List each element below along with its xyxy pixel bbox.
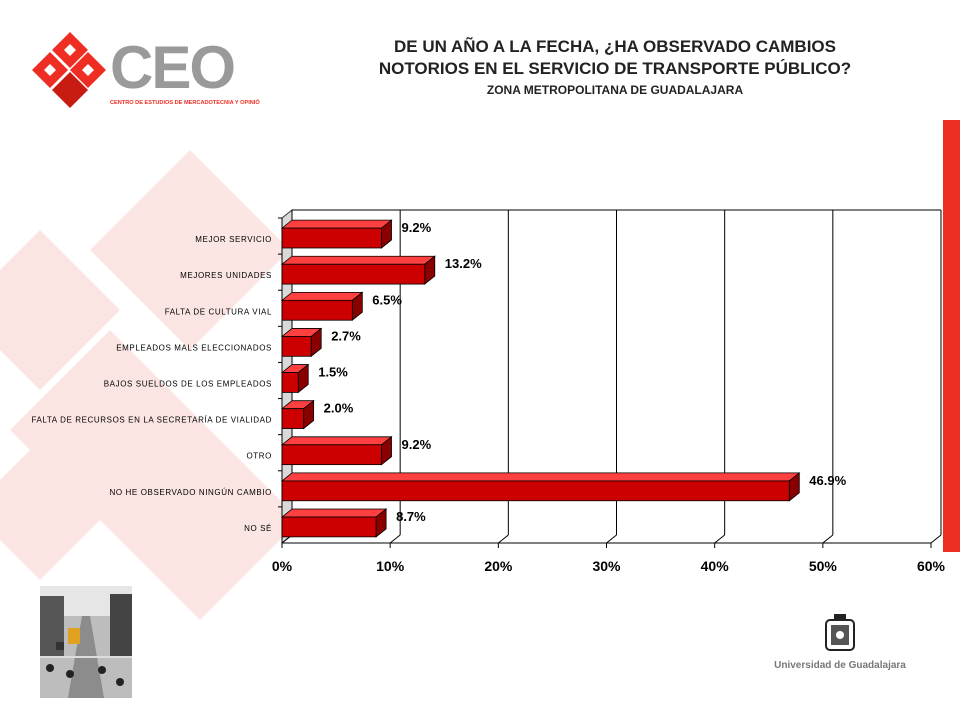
bar-value-label: 1.5%	[318, 365, 348, 380]
category-label: MEJOR SERVICIO	[195, 235, 272, 244]
udg-seal	[825, 614, 855, 651]
bar	[281, 516, 377, 538]
bar-value-label: 6.5%	[372, 292, 402, 307]
bar-value-label: 9.2%	[402, 220, 432, 235]
category-label: OTRO	[246, 452, 272, 461]
bar-top	[280, 255, 436, 265]
bar	[281, 444, 382, 466]
ceo-logo-text: CEO	[110, 34, 234, 101]
gridline-floor	[606, 534, 617, 544]
category-label: NO HE OBSERVADO NINGÚN CAMBIO	[110, 488, 272, 497]
bar	[281, 227, 382, 249]
gridline-floor	[930, 534, 942, 544]
red-accent-band	[943, 120, 960, 552]
bar	[281, 336, 312, 357]
bar-top	[280, 472, 801, 482]
bar-value-label: 13.2%	[445, 256, 482, 271]
gridline-floor	[714, 534, 725, 544]
ceo-logo-tagline: CENTRO DE ESTUDIOS DE MERCADOTECNIA Y OP…	[110, 98, 260, 106]
title-line-2: NOTORIOS EN EL SERVICIO DE TRANSPORTE PÚ…	[378, 59, 852, 78]
bar-value-label: 8.7%	[396, 509, 426, 524]
chart-subtitle: ZONA METROPOLITANA DE GUADALAJARA	[486, 83, 744, 97]
bar-top	[280, 508, 388, 518]
gridline-floor	[498, 534, 509, 544]
x-tick-label: 10%	[376, 558, 405, 574]
x-tick-label: 20%	[484, 558, 513, 574]
bar	[281, 408, 305, 429]
x-tick-label: 0%	[272, 558, 293, 574]
bar	[281, 372, 299, 393]
x-tick-label: 40%	[701, 558, 730, 574]
title-block: DE UN AÑO A LA FECHA, ¿HA OBSERVADO CAMB…	[300, 36, 930, 98]
x-tick-label: 60%	[917, 558, 946, 574]
bar-top	[280, 436, 393, 446]
gridline-floor	[822, 534, 834, 544]
bar-top	[280, 219, 393, 229]
ceo-logo: CEO CENTRO DE ESTUDIOS DE MERCADOTECNIA …	[32, 32, 260, 108]
bar-chart: 0% 10% 20% 30% 40% 50% 60% 9.2% MEJOR SERVICIO 13…	[31, 208, 946, 574]
x-tick-label: 50%	[809, 558, 838, 574]
bar-value-label: 2.0%	[324, 401, 354, 416]
category-label: MEJORES UNIDADES	[180, 271, 272, 280]
category-label: EMPLEADOS MALS ELECCIONADOS	[116, 343, 272, 352]
x-tick-label: 30%	[592, 558, 621, 574]
category-label: FALTA DE CULTURA VIAL	[165, 307, 272, 316]
bar-value-label: 46.9%	[809, 473, 846, 488]
category-label: BAJOS SUELDOS DE LOS EMPLEADOS	[104, 380, 272, 389]
bar-top	[280, 291, 364, 301]
bar-value-label: 9.2%	[402, 437, 432, 452]
plot-area	[282, 210, 941, 543]
category-label: NO SÉ	[244, 524, 272, 533]
bar	[281, 263, 426, 285]
gridline-floor	[389, 534, 401, 544]
title-line-1: DE UN AÑO A LA FECHA, ¿HA OBSERVADO CAMB…	[393, 37, 836, 56]
bar	[281, 480, 790, 502]
university-name: Universidad de Guadalajara	[774, 660, 906, 671]
bar	[281, 299, 353, 321]
bar-value-label: 2.7%	[331, 328, 361, 343]
ceo-logo-mark	[32, 32, 106, 108]
category-label: FALTA DE RECURSOS EN LA SECRETARÍA DE VI…	[31, 416, 272, 425]
street-photo	[40, 586, 132, 698]
